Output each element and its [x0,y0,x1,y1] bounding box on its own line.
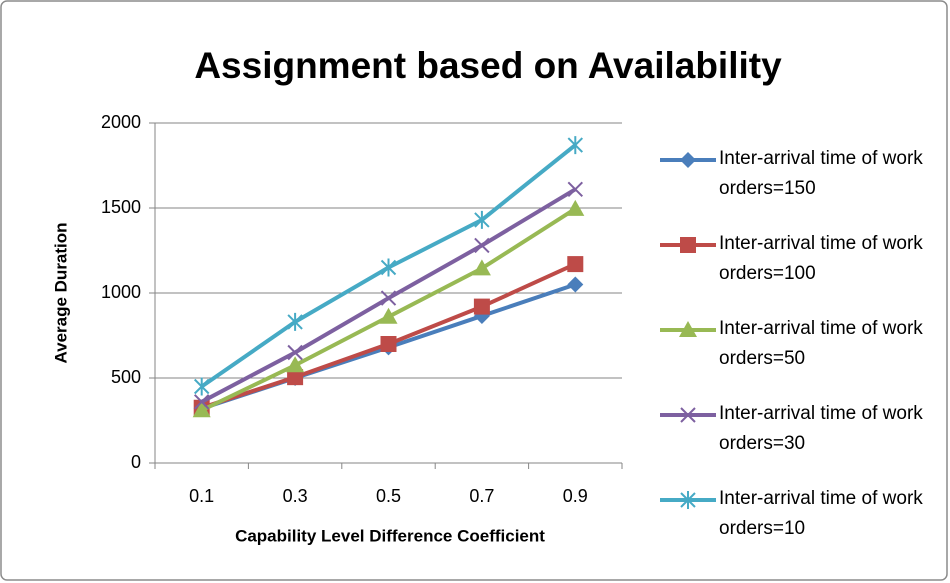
data-point [193,377,210,396]
y-tick-label: 1000 [101,282,141,302]
data-point [567,276,584,293]
x-tick-label: 0.1 [189,486,214,506]
legend-marker [680,152,696,168]
y-axis-label: Average Duration [51,222,70,363]
legend-label: Inter-arrival time of work orders=100 [719,233,923,284]
data-point [567,181,584,198]
x-tick-label: 0.9 [563,486,588,506]
data-point [474,237,490,254]
data-point [474,210,490,229]
data-point [473,298,490,315]
data-point [192,401,211,418]
data-point [286,356,305,373]
legend-label: Inter-arrival time of work orders=50 [719,318,923,369]
data-point [380,336,397,352]
legend-entry: Inter-arrival time of work orders=50 [719,318,923,369]
legend-entry: Inter-arrival time of work orders=150 [719,148,923,199]
legend-entry: Inter-arrival time of work orders=100 [719,233,923,284]
legend-marker [680,237,696,253]
data-point [193,394,210,410]
y-tick-label: 2000 [101,112,141,132]
data-point [287,344,303,361]
legend-label: Inter-arrival time of work orders=150 [719,148,923,199]
x-tick-label: 0.5 [376,486,401,506]
x-tick-label: 0.3 [283,486,308,506]
legend-marker [679,321,697,337]
data-point [380,258,397,277]
y-tick-label: 1500 [101,197,141,217]
x-axis-label: Capability Level Difference Coefficient [235,526,545,545]
data-point [567,136,584,155]
legend-entry: Inter-arrival time of work orders=30 [719,403,923,454]
legend-entry: Inter-arrival time of work orders=10 [719,488,923,539]
data-point [566,199,585,216]
chart-title: Assignment based on Availability [194,45,782,86]
legend-label: Inter-arrival time of work orders=30 [719,403,923,454]
data-point [380,290,397,306]
legend-label: Inter-arrival time of work orders=10 [719,488,923,539]
y-tick-label: 500 [111,367,141,387]
data-point [287,369,304,386]
y-tick-label: 0 [131,452,141,472]
data-point [567,256,584,273]
data-point [379,307,398,324]
data-point [472,259,491,276]
data-point [287,312,303,331]
legend-marker [680,491,696,509]
legend-marker [680,407,696,423]
x-tick-label: 0.7 [469,486,494,506]
